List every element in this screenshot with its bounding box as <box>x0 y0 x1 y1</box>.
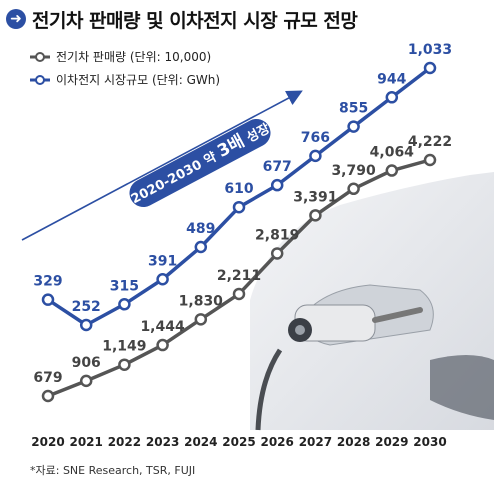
battery-point-2028 <box>347 120 360 133</box>
arrow-right-circle-icon: ➜ <box>6 9 26 29</box>
legend-battery-marker <box>35 75 45 85</box>
battery-value-label-2030: 1,033 <box>408 42 452 58</box>
x-tick-2028: 2028 <box>337 435 370 449</box>
x-tick-2020: 2020 <box>31 435 64 449</box>
ev-point-2029 <box>385 164 399 177</box>
legend: 전기차 판매량 (단위: 10,000) 이차전지 시장규모 (단위: GWh) <box>30 50 220 87</box>
x-tick-2022: 2022 <box>108 435 141 449</box>
x-axis: 2020 2021 2022 2023 2024 2025 2026 2027 2028 2029… <box>31 435 446 449</box>
ev-point-2020 <box>41 389 55 403</box>
chart-title: 전기차 판매량 및 이차전지 시장 규모 전망 <box>32 9 358 32</box>
footnote: *자료: SNE Research, TSR, FUJI <box>30 464 196 477</box>
ev-point-2023 <box>156 338 169 352</box>
battery-point-2029 <box>385 91 399 104</box>
x-tick-2030: 2030 <box>413 435 446 449</box>
ev-value-label-2022: 1,149 <box>102 339 146 355</box>
legend-ev-marker <box>35 52 45 62</box>
title-row: ➜ 전기차 판매량 및 이차전지 시장 규모 전망 <box>6 6 358 32</box>
battery-point-2030 <box>423 61 437 75</box>
battery-point-2023 <box>156 273 169 286</box>
ev-point-2026 <box>270 247 284 260</box>
battery-point-2024 <box>194 240 208 254</box>
legend-battery-label: 이차전지 시장규모 (단위: GWh) <box>56 73 220 87</box>
ev-value-label-2030: 4,222 <box>408 134 452 150</box>
ev-point-2025 <box>232 287 246 301</box>
battery-value-label-2020: 329 <box>33 274 62 290</box>
x-tick-2029: 2029 <box>375 435 408 449</box>
battery-value-label-2024: 489 <box>186 221 215 237</box>
ev-value-label-2024: 1,830 <box>179 293 224 309</box>
legend-ev-label: 전기차 판매량 (단위: 10,000) <box>56 50 211 64</box>
ev-value-label-2021: 906 <box>72 355 101 371</box>
x-tick-2027: 2027 <box>299 435 332 449</box>
ev-value-label-2026: 2,819 <box>255 227 299 243</box>
ev-point-2022 <box>118 358 131 371</box>
battery-point-2022 <box>118 298 131 311</box>
battery-point-2021 <box>79 318 93 332</box>
x-tick-2021: 2021 <box>69 435 102 449</box>
ev-value-label-2029: 4,064 <box>370 145 415 161</box>
x-tick-2025: 2025 <box>222 435 255 449</box>
annotation-band <box>129 118 271 208</box>
battery-value-label-2027: 766 <box>301 130 330 146</box>
battery-value-label-2026: 677 <box>263 159 292 175</box>
ev-point-2030 <box>423 153 437 167</box>
battery-point-2026 <box>270 178 284 192</box>
growth-arrow <box>21 90 303 241</box>
battery-point-2025 <box>232 200 246 214</box>
ev-point-2024 <box>194 313 208 326</box>
ev-value-label-2020: 679 <box>33 370 62 386</box>
x-tick-2026: 2026 <box>260 435 293 449</box>
ev-point-2021 <box>79 374 93 388</box>
ev-value-label-2028: 3,790 <box>331 163 376 179</box>
battery-point-2020 <box>41 293 55 306</box>
x-tick-2024: 2024 <box>184 435 217 449</box>
ev-value-label-2023: 1,444 <box>140 319 185 335</box>
ev-point-2027 <box>309 209 322 222</box>
battery-value-label-2023: 391 <box>148 253 177 269</box>
ev-point-2028 <box>347 182 360 196</box>
battery-value-label-2022: 315 <box>110 278 139 294</box>
x-tick-2023: 2023 <box>146 435 179 449</box>
growth-annotation: 2020-2030 약 3배 성장 <box>21 90 303 241</box>
battery-value-label-2021: 252 <box>72 299 101 315</box>
battery-value-label-2025: 610 <box>224 181 253 197</box>
battery-point-2027 <box>309 149 322 163</box>
battery-value-label-2029: 944 <box>377 71 406 87</box>
ev-value-label-2027: 3,391 <box>293 189 337 205</box>
battery-value-label-2028: 855 <box>339 101 368 117</box>
ev-charging-illustration <box>250 172 494 431</box>
ev-value-label-2025: 2,211 <box>217 268 261 284</box>
